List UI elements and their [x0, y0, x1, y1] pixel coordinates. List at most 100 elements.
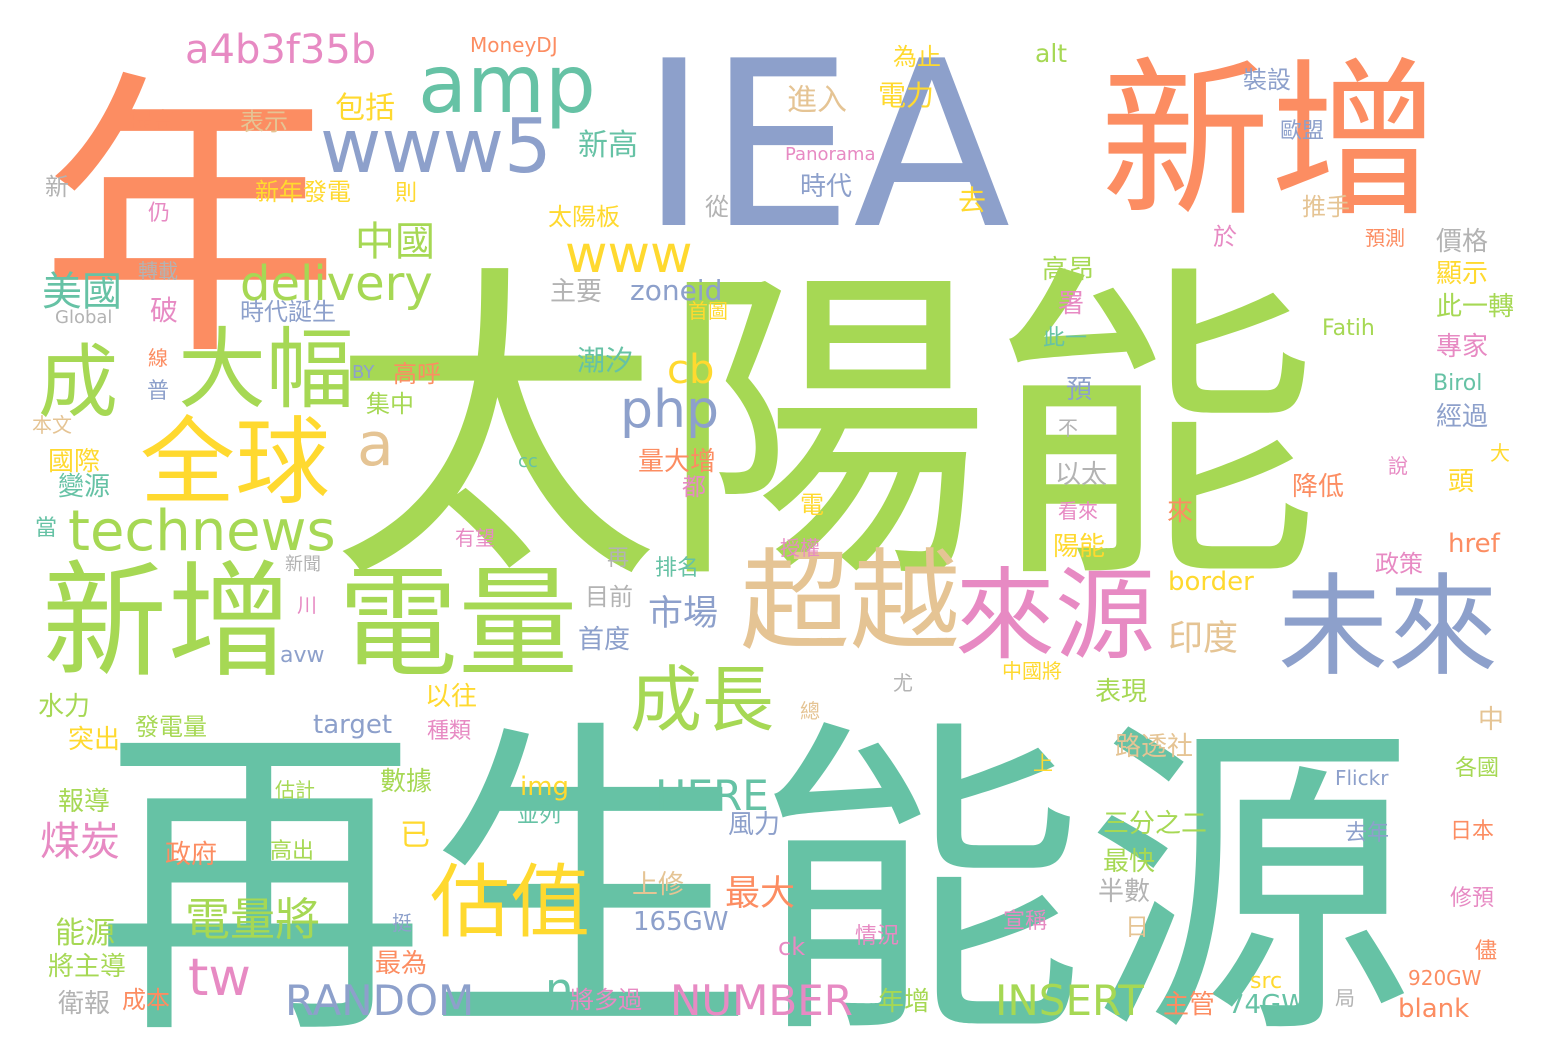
word-cjk-81: 集中 [366, 390, 414, 418]
word-cjk-80: 普 [147, 379, 169, 404]
word-amp-13: amp [418, 38, 596, 131]
word-cjk-115: 表現 [1095, 677, 1147, 707]
word-cjk-108: 目前 [585, 583, 633, 611]
word-cjk-32: 市場 [648, 594, 718, 634]
word-cjk-104: 再 [607, 546, 629, 571]
word-cjk-85: 不 [1058, 416, 1078, 440]
word-cjk-49: 歐盟 [1280, 119, 1324, 144]
word-cjk-7: 超越 [740, 538, 960, 666]
word-cjk-100: 來 [1167, 497, 1193, 527]
word-border-109: border [1168, 567, 1254, 597]
word-technews-15: technews [68, 499, 336, 564]
word-cjk-58: 太陽板 [548, 203, 620, 231]
word-cjk-141: 上修 [632, 870, 684, 900]
word-cjk-143: 修預 [1450, 886, 1494, 911]
word-165gw-144: 165GW [633, 907, 728, 937]
word-cjk-117: 以往 [425, 682, 477, 712]
word-cjk-67: 破 [150, 294, 178, 327]
word-moneydj-38: MoneyDJ [470, 33, 558, 57]
word-cjk-97: 看來 [1058, 499, 1098, 523]
word-cjk-46: 表示 [240, 108, 288, 136]
word-cjk-29: 中國 [355, 219, 435, 265]
word-cjk-101: 授權 [780, 536, 820, 560]
word-img-127: img [520, 772, 569, 802]
word-cjk-145: 能源 [55, 916, 115, 951]
word-cjk-94: 降低 [1292, 472, 1344, 502]
word-cjk-152: 將主導 [48, 952, 126, 982]
word-cjk-34: 最大 [725, 874, 795, 914]
word-cjk-43: 進入 [787, 83, 847, 118]
word-cjk-130: 報導 [58, 787, 110, 817]
word-cjk-0: 太陽能 [330, 239, 1320, 623]
word-cjk-157: 成本 [122, 986, 170, 1014]
word-cjk-42: 電力 [878, 79, 934, 112]
word-cjk-39: 為止 [893, 43, 941, 71]
word-panorama-48: Panorama [785, 144, 876, 165]
word-cjk-113: 中國將 [1002, 659, 1062, 683]
word-cjk-68: 時代誕生 [240, 298, 336, 326]
word-ck-150: ck [778, 933, 805, 961]
word-cjk-55: 去 [958, 184, 986, 217]
word-cjk-105: 新聞 [285, 554, 321, 575]
word-alt-40: alt [1035, 39, 1067, 68]
word-cjk-74: 專家 [1436, 332, 1488, 362]
word-cjk-1: 再生能源 [95, 694, 1415, 1052]
word-cjk-69: 首圖 [688, 299, 728, 323]
word-cjk-11: 大幅 [178, 318, 354, 421]
word-cjk-65: 主要 [550, 277, 602, 307]
word-cjk-57: 仍 [148, 201, 170, 226]
word-by-77: BY [352, 362, 375, 383]
word-cjk-99: 有望 [455, 526, 495, 550]
word-cjk-30: 美國 [42, 269, 122, 315]
word-iea-2: IEA [640, 13, 1011, 280]
word-cjk-44: 包括 [335, 91, 395, 126]
word-cjk-23: 電量將 [185, 893, 320, 946]
word-cjk-31: 煤炭 [40, 819, 120, 865]
word-cjk-140: 最快 [1103, 847, 1155, 877]
word-cjk-5: 新增 [42, 550, 292, 695]
word-920gw-154: 920GW [1408, 966, 1482, 990]
word-cjk-136: 去年 [1345, 821, 1389, 846]
word-cjk-139: 高出 [270, 839, 314, 864]
word-cjk-128: 數據 [380, 767, 432, 797]
word-target-118: target [313, 710, 392, 740]
word-cjk-10: 全球 [140, 408, 330, 518]
word-cjk-45: 提高 [130, 109, 174, 134]
word-cjk-71: 此一轉 [1436, 292, 1514, 322]
word-cjk-116: 水力 [38, 692, 90, 722]
word-cjk-60: 預測 [1365, 226, 1405, 250]
word-a4b3f35b-18: a4b3f35b [185, 27, 376, 73]
word-cjk-98: 當 [35, 516, 57, 541]
word-cjk-83: 本文 [32, 413, 72, 437]
word-cjk-90: 大 [1490, 441, 1510, 465]
word-cjk-41: 裝設 [1243, 66, 1291, 94]
word-cjk-63: 高昂 [1042, 255, 1094, 285]
word-cjk-120: 中 [1478, 705, 1504, 735]
word-cjk-64: 顯示 [1436, 259, 1488, 289]
word-php-21: php [620, 380, 719, 440]
word-cjk-162: 局 [1335, 986, 1355, 1010]
word-cjk-56: 推手 [1302, 193, 1350, 221]
word-flickr-129: Flickr [1335, 766, 1389, 790]
word-cjk-47: 新高 [578, 128, 638, 163]
word-cjk-52: 新年發電 [255, 178, 351, 206]
word-delivery-19: delivery [240, 256, 433, 312]
word-cjk-16: 估值 [430, 856, 590, 949]
word-cjk-17: 成長 [630, 658, 774, 742]
word-cjk-146: 挺 [392, 911, 412, 935]
word-cjk-125: 上 [1033, 751, 1053, 775]
word-cjk-33: 印度 [1168, 619, 1238, 659]
word-href-102: href [1448, 529, 1501, 559]
word-cjk-148: 日 [1125, 913, 1149, 941]
word-cjk-9: 來源 [955, 557, 1155, 674]
word-birol-79: Birol [1433, 371, 1482, 396]
word-number-26: NUMBER [670, 976, 853, 1025]
word-cjk-126: 各國 [1455, 756, 1499, 781]
word-src-155: src [1250, 969, 1282, 994]
word-cjk-54: 從 [705, 193, 729, 221]
word-cjk-103: 陽能 [1053, 532, 1105, 562]
word-cjk-78: 高呼 [393, 360, 441, 388]
